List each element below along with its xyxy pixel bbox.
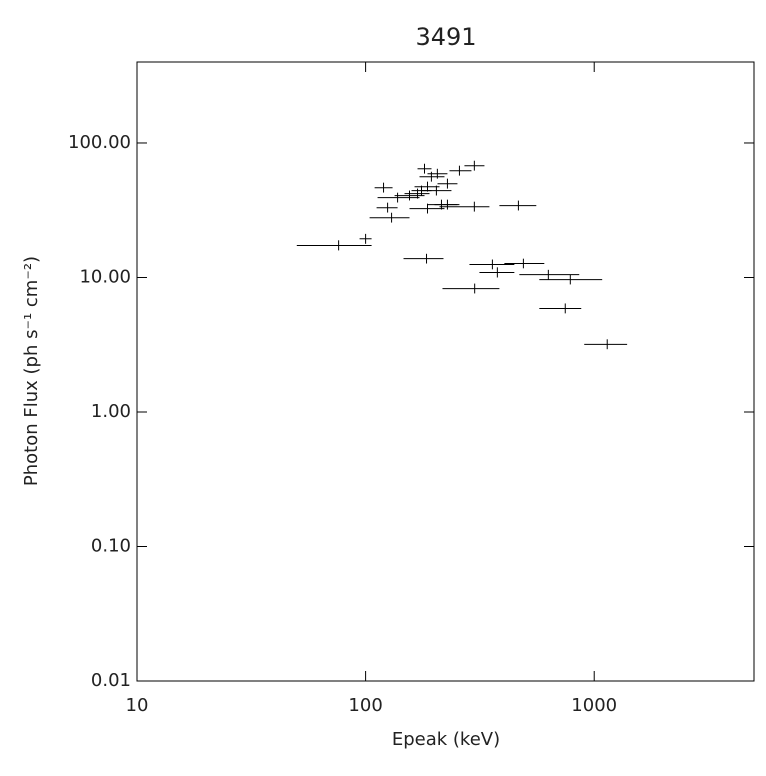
y-tick-label: 100.00 xyxy=(68,132,131,153)
plot-frame xyxy=(136,61,755,682)
y-tick-label: 0.01 xyxy=(91,670,131,691)
x-axis-label: Epeak (keV) xyxy=(392,729,500,750)
x-tick-label: 1000 xyxy=(571,695,617,716)
y-tick-label: 10.00 xyxy=(79,266,131,287)
chart-title: 3491 xyxy=(415,23,476,51)
y-tick-label: 0.10 xyxy=(91,535,131,556)
y-axis-label: Photon Flux (ph s⁻¹ cm⁻²) xyxy=(21,256,42,486)
x-tick-label: 10 xyxy=(126,695,149,716)
x-tick-label: 100 xyxy=(348,695,382,716)
y-tick-label: 1.00 xyxy=(91,401,131,422)
